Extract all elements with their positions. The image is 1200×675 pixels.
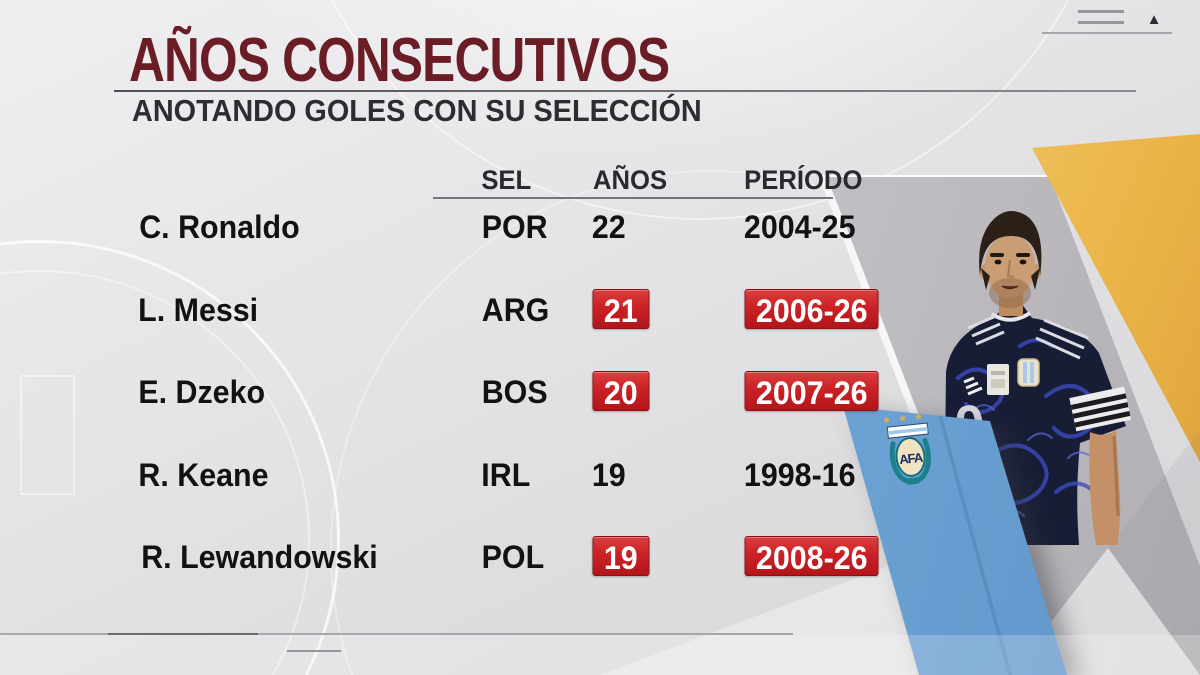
menu-lines-icon	[1078, 10, 1124, 13]
page-subtitle: ANOTANDO GOLES CON SU SELECCIÓN	[132, 93, 702, 128]
player-name: L. Messi	[138, 292, 259, 328]
period-value: 2006-26	[668, 288, 879, 332]
bottom-strip	[0, 635, 1200, 675]
bottom-tick-line	[287, 650, 341, 652]
afa-crest: AFA	[882, 413, 931, 485]
table-row: R. Lewandowski POL 19 2008-26	[0, 535, 879, 579]
top-right-divider	[1042, 32, 1172, 34]
table-header-rule	[433, 197, 833, 199]
gray-band-top-highlight	[820, 175, 1050, 177]
team-code: BOS	[481, 374, 548, 410]
title-divider	[114, 90, 1136, 92]
table-row: L. Messi ARG 21 2006-26	[0, 288, 879, 332]
team-code: IRL	[480, 457, 530, 493]
bottom-divider-dark-segment	[108, 633, 258, 635]
column-header-periodo: PERÍODO	[743, 165, 862, 195]
team-code: POL	[481, 539, 544, 575]
player-name: R. Keane	[138, 457, 269, 493]
table-row: R. Keane IRL 19 1998-16	[0, 453, 860, 497]
page-title: AÑOS CONSECUTIVOS	[129, 26, 670, 95]
team-code: POR	[481, 209, 548, 245]
player-name: R. Lewandowski	[141, 539, 378, 575]
table-row: E. Dzeko BOS 20 2007-26	[0, 370, 879, 414]
column-header-sel: SEL	[480, 165, 531, 195]
years-value: 20	[555, 370, 650, 414]
player-name: E. Dzeko	[138, 374, 266, 410]
bottom-divider	[0, 633, 793, 635]
period-value: 2007-26	[668, 370, 879, 414]
period-value: 1998-16	[743, 457, 856, 493]
years-value: 22	[591, 209, 626, 245]
table-row: C. Ronaldo POR 22 2004-25	[0, 205, 860, 249]
menu-lines-icon	[1078, 21, 1124, 24]
years-value: 19	[555, 535, 650, 579]
team-code: ARG	[481, 292, 549, 328]
years-value: 19	[591, 457, 626, 493]
star-icon	[882, 413, 923, 424]
period-value: 2008-26	[668, 535, 879, 579]
column-header-anos: AÑOS	[592, 165, 668, 195]
player-name: C. Ronaldo	[139, 209, 300, 245]
years-value: 21	[555, 288, 650, 332]
triangle-icon: ▲	[1146, 11, 1162, 28]
afa-monogram: AFA	[898, 450, 924, 467]
period-value: 2004-25	[743, 209, 856, 245]
